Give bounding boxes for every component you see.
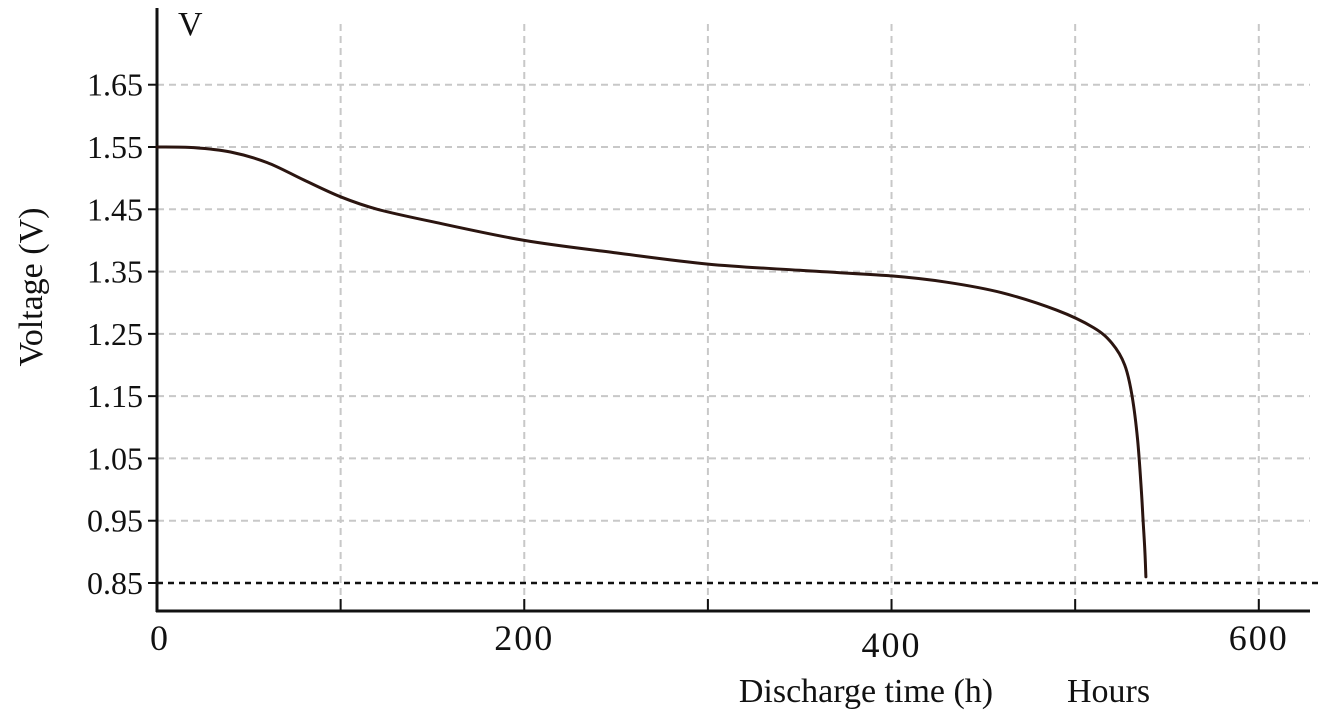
tick-labels: 0.85 0.95 1.05 1.15 1.25 1.35 1.45 1.55 1.65 0 200… [87, 67, 1289, 665]
x-tick-label: 0 [150, 618, 170, 658]
y-axis-title: Voltage (V) [13, 208, 50, 367]
y-tick-label: 1.15 [87, 378, 143, 414]
discharge-curve [155, 145, 1148, 579]
x-axis-unit: Hours [1067, 673, 1150, 710]
x-tick-label: 600 [1229, 618, 1289, 658]
y-tick-label: 1.05 [87, 440, 143, 476]
grid-lines [157, 24, 1310, 611]
y-tick-label: 1.65 [87, 67, 143, 103]
y-tick-label: 1.45 [87, 191, 143, 227]
y-tick-label: 1.25 [87, 316, 143, 352]
x-tick-label: 200 [494, 618, 554, 658]
series-group [155, 145, 1148, 579]
y-axis-unit: V [178, 6, 203, 43]
y-tick-label: 0.95 [87, 503, 143, 539]
y-tick-label: 1.35 [87, 254, 143, 290]
x-tick-label: 400 [862, 625, 922, 665]
x-axis-title: Discharge time (h) [739, 673, 993, 710]
axes [148, 8, 1310, 613]
y-tick-label: 1.55 [87, 129, 143, 165]
y-tick-label: 0.85 [87, 565, 143, 601]
